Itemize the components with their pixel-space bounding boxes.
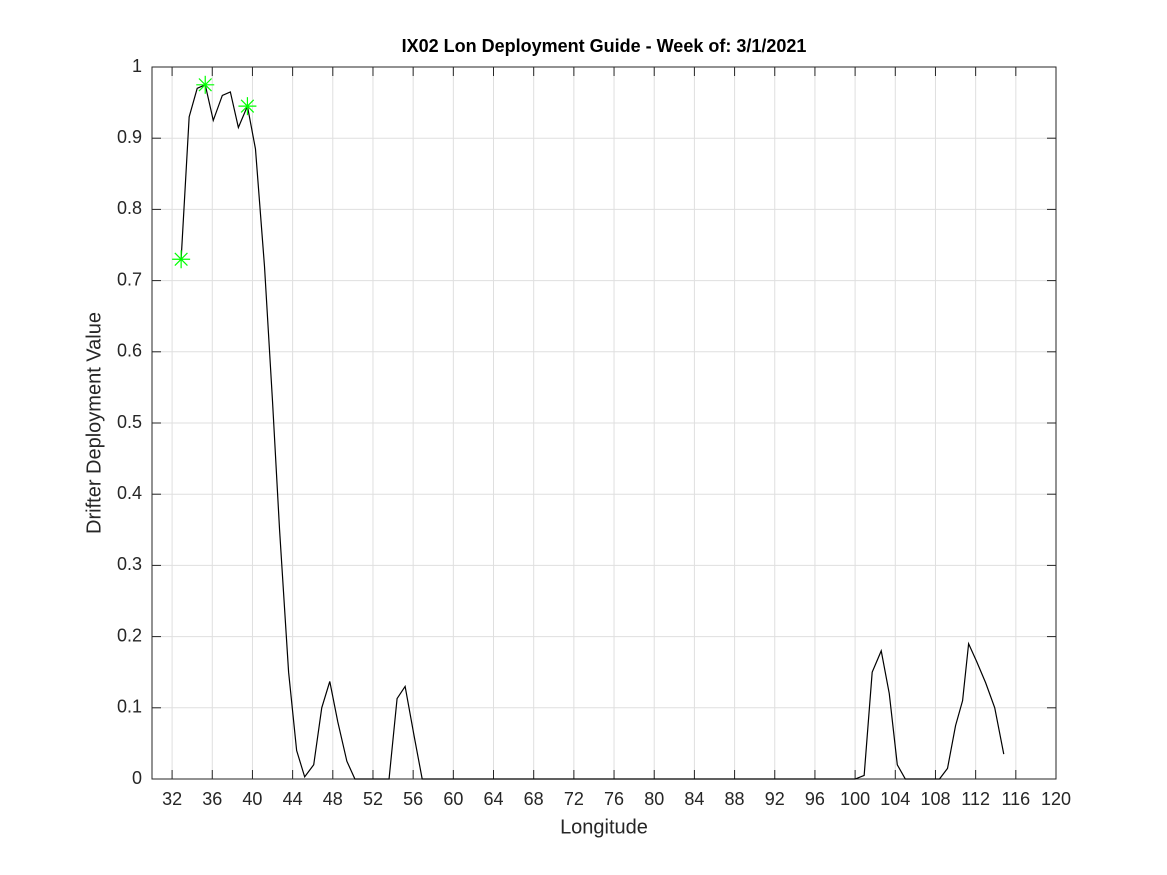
x-tick-label: 48 <box>323 789 343 809</box>
x-tick-label: 52 <box>363 789 383 809</box>
x-tick-label: 40 <box>242 789 262 809</box>
x-tick-label: 64 <box>483 789 503 809</box>
y-tick-label: 0.8 <box>117 198 142 218</box>
star-stroke <box>174 252 188 266</box>
x-tick-label: 84 <box>684 789 704 809</box>
x-tick-label: 116 <box>1001 789 1030 809</box>
x-tick-label: 36 <box>202 789 222 809</box>
line-series <box>180 83 1005 780</box>
x-tick-label: 88 <box>725 789 745 809</box>
x-tick-label: 104 <box>880 789 910 809</box>
x-tick-label: 32 <box>162 789 182 809</box>
x-tick-label: 60 <box>443 789 463 809</box>
star-marker <box>196 75 215 94</box>
star-marker <box>238 97 257 116</box>
y-tick-label: 0.5 <box>117 412 142 432</box>
y-axis-label: Drifter Deployment Value <box>83 312 105 534</box>
y-tick-label: 0 <box>132 768 142 788</box>
star-stroke <box>240 99 255 113</box>
x-tick-label: 72 <box>564 789 584 809</box>
x-tick-label: 68 <box>524 789 544 809</box>
x-tick-label: 96 <box>805 789 825 809</box>
star-marker <box>172 250 191 269</box>
x-tick-label: 76 <box>604 789 624 809</box>
y-tick-label: 0.7 <box>117 269 142 289</box>
x-tick-label: 120 <box>1041 789 1071 809</box>
y-tick-label: 0.6 <box>117 341 142 361</box>
x-tick-label: 44 <box>283 789 303 809</box>
y-tick-label: 0.4 <box>117 483 142 503</box>
y-tick-label: 0.2 <box>117 625 142 645</box>
x-axis-label: Longitude <box>560 816 648 838</box>
x-tick-label: 92 <box>765 789 785 809</box>
x-tick-label: 80 <box>644 789 664 809</box>
x-tick-label: 108 <box>920 789 950 809</box>
y-tick-label: 0.9 <box>117 127 142 147</box>
star-stroke <box>198 78 212 92</box>
x-tick-label: 56 <box>403 789 423 809</box>
x-tick-label: 100 <box>840 789 870 809</box>
x-tick-label: 112 <box>961 789 990 809</box>
y-tick-label: 0.1 <box>117 697 142 717</box>
y-tick-label: 1 <box>132 56 142 76</box>
chart-title: IX02 Lon Deployment Guide - Week of: 3/1… <box>402 36 807 56</box>
y-tick-label: 0.3 <box>117 554 142 574</box>
